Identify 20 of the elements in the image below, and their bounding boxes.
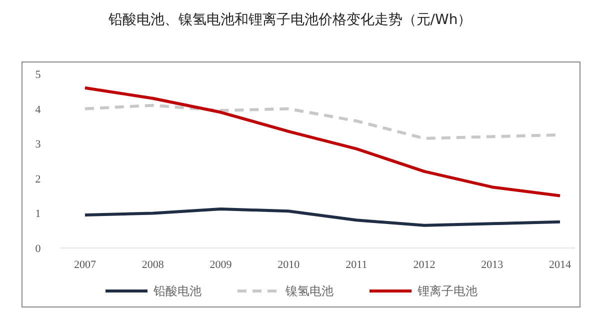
- x-tick-label: 2013: [481, 259, 504, 271]
- legend-label: 锂离子电池: [416, 284, 478, 298]
- legend-label: 镍氢电池: [284, 284, 334, 298]
- x-tick-label: 2012: [413, 259, 436, 271]
- x-tick-label: 2010: [278, 259, 300, 271]
- y-tick-label: 5: [35, 69, 42, 81]
- legend-label: 铅酸电池: [152, 284, 202, 298]
- x-tick-label: 2014: [549, 259, 572, 271]
- title: 铅酸电池、镍氢电池和锂离子电池价格变化走势（元/Wh）: [108, 12, 472, 28]
- line-series: [84, 86, 562, 198]
- y-tick-label: 3: [35, 138, 42, 151]
- y-tick-label: 0: [35, 243, 42, 255]
- y-tick-label: 2: [35, 173, 41, 186]
- x-tick-label: 2008: [142, 259, 164, 271]
- y-tick-label: 4: [35, 104, 42, 116]
- x-tick-label: 2009: [210, 259, 232, 271]
- line-series: [84, 208, 562, 227]
- y-tick-label: 1: [35, 208, 41, 220]
- x-tick-label: 2007: [74, 259, 96, 271]
- x-tick-label: 2011: [346, 259, 368, 271]
